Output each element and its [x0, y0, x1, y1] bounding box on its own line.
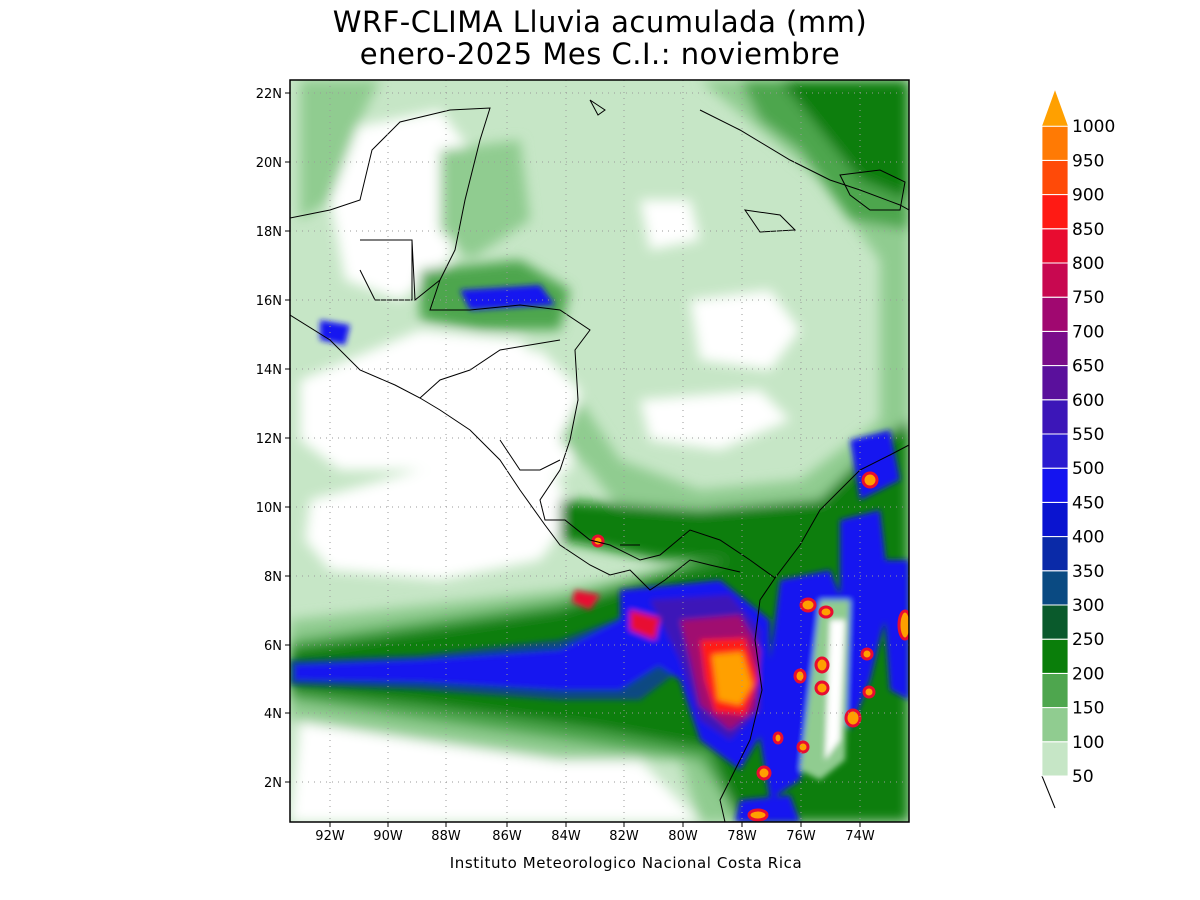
colorbar-segment	[1041, 433, 1069, 469]
colorbar-label: 900	[1072, 186, 1104, 206]
lat-tick-label: 16N	[256, 294, 282, 309]
lon-tick-label: 88W	[431, 829, 461, 844]
colorbar-segment	[1041, 330, 1069, 366]
colorbar-label: 550	[1072, 425, 1104, 445]
colorbar-segment	[1041, 194, 1069, 230]
colorbar-label: 50	[1072, 767, 1094, 787]
colorbar-label: 300	[1072, 596, 1104, 616]
lat-tick-label: 2N	[264, 776, 282, 791]
colorbar-segment	[1041, 262, 1069, 298]
colorbar-segment	[1041, 604, 1069, 640]
colorbar-label: 250	[1072, 630, 1104, 650]
lon-tick-label: 80W	[668, 829, 698, 844]
map-frame	[289, 79, 910, 823]
rain-hotspots	[591, 471, 909, 822]
lon-tick-label: 82W	[609, 829, 639, 844]
coastlines	[290, 99, 909, 822]
colorbar-segment	[1041, 638, 1069, 674]
colorbar-label: 800	[1072, 254, 1104, 274]
colorbar-segment	[1041, 501, 1069, 537]
colorbar-segment	[1041, 159, 1069, 195]
colorbar-segment	[1041, 570, 1069, 606]
lat-tick-label: 14N	[256, 363, 282, 378]
colorbar-segment	[1041, 399, 1069, 435]
credit-text: Instituto Meteorologico Nacional Costa R…	[449, 854, 803, 872]
colorbar-label: 450	[1072, 493, 1104, 513]
colorbar-label: 200	[1072, 664, 1104, 684]
colorbar-max-arrow	[1042, 90, 1068, 127]
colorbar-segment	[1041, 707, 1069, 743]
lon-tick-label: 78W	[727, 829, 757, 844]
colorbar-segment	[1041, 673, 1069, 709]
lat-tick-label: 4N	[264, 707, 282, 722]
lon-tick-label: 74W	[845, 829, 875, 844]
colorbar-label: 400	[1072, 528, 1104, 548]
colorbar-segment	[1041, 296, 1069, 332]
colorbar-legend: 50 100 150 200 250 300 350 400 450 500 550 600 650 70…	[1041, 90, 1115, 809]
lon-tick-label: 92W	[315, 829, 345, 844]
lat-tick-label: 8N	[264, 570, 282, 585]
longitude-axis: 92W 90W 88W 86W 84W 82W 80W 78W 76W 74W	[315, 822, 875, 844]
latitude-axis: 2N 4N 6N 8N 10N 12N 14N 16N 18N 20N 22N	[256, 87, 290, 791]
lat-tick-label: 6N	[264, 639, 282, 654]
colorbar-label: 100	[1072, 733, 1104, 753]
colorbar-label: 500	[1072, 459, 1104, 479]
map-title: WRF-CLIMA Lluvia acumulada (mm)	[332, 5, 868, 39]
map-subtitle: enero-2025 Mes C.I.: noviembre	[359, 37, 841, 71]
colorbar-segment	[1041, 365, 1069, 401]
colorbar-label: 850	[1072, 220, 1104, 240]
lon-tick-label: 90W	[373, 829, 403, 844]
colorbar-segment	[1041, 228, 1069, 264]
lat-tick-label: 22N	[256, 87, 282, 102]
lon-tick-label: 76W	[786, 829, 816, 844]
lat-tick-label: 20N	[256, 156, 282, 171]
colorbar-label: 150	[1072, 699, 1104, 719]
colorbar-segment	[1041, 741, 1069, 777]
lat-tick-label: 10N	[256, 501, 282, 516]
lat-tick-label: 18N	[256, 225, 282, 240]
graticule	[290, 80, 909, 822]
colorbar-label: 750	[1072, 288, 1104, 308]
lon-tick-label: 86W	[492, 829, 522, 844]
colorbar-label: 350	[1072, 562, 1104, 582]
colorbar-min-arrow	[1041, 775, 1056, 809]
lon-tick-label: 84W	[551, 829, 581, 844]
colorbar-label: 950	[1072, 151, 1104, 171]
colorbar-label: 1000	[1072, 117, 1115, 137]
colorbar-label: 600	[1072, 391, 1104, 411]
colorbar-label: 650	[1072, 357, 1104, 377]
rainfall-field	[290, 80, 909, 822]
colorbar-segment	[1041, 536, 1069, 572]
colorbar-segment	[1041, 125, 1069, 161]
colorbar-label: 700	[1072, 322, 1104, 342]
colorbar-segment	[1041, 467, 1069, 503]
lat-tick-label: 12N	[256, 432, 282, 447]
